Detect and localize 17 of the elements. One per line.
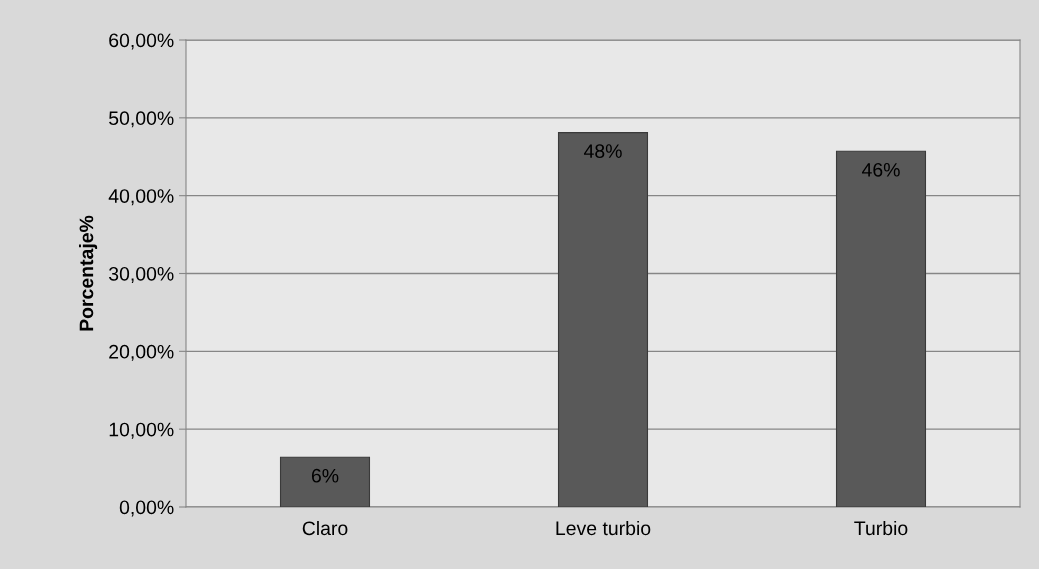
data-label: 6% xyxy=(311,468,339,483)
y-tick-label: 0,00% xyxy=(119,500,174,517)
data-label: 48% xyxy=(583,144,622,159)
y-tick-label: 20,00% xyxy=(109,344,174,361)
data-label: 46% xyxy=(861,162,900,177)
y-tick-label: 40,00% xyxy=(108,189,174,206)
y-tick-label: 30,00% xyxy=(108,266,174,284)
bar xyxy=(279,456,371,507)
bar xyxy=(557,132,649,507)
y-tick-label: 50,00% xyxy=(109,111,174,128)
y-axis-title: Porcentaje% xyxy=(79,215,98,331)
x-tick-label: Claro xyxy=(302,520,348,536)
x-tick-label: Turbio xyxy=(854,520,908,536)
x-tick-label: Leve turbio xyxy=(556,520,651,536)
y-tick-label: 60,00% xyxy=(109,33,174,50)
y-tick-label: 10,00% xyxy=(109,422,174,439)
bar xyxy=(835,150,927,507)
